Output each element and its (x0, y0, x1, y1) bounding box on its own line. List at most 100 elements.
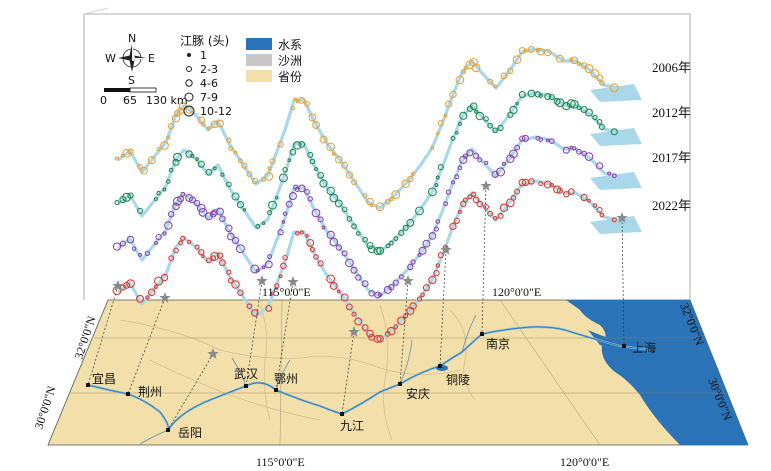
porpoise-marker (340, 293, 349, 302)
porpoise-marker (449, 222, 457, 231)
porpoise-marker (287, 158, 292, 163)
compass-w: W (105, 52, 116, 65)
porpoise-marker (570, 56, 579, 65)
porpoise-marker (377, 292, 383, 297)
porpoise-marker (471, 63, 481, 73)
porpoise-marker (401, 179, 410, 189)
porpoise-marker (545, 138, 550, 143)
drop-line (399, 280, 409, 385)
porpoise-marker (172, 202, 180, 211)
year-label: 2022年 (652, 198, 691, 213)
porpoise-marker (178, 240, 184, 246)
porpoise-marker (527, 46, 535, 53)
porpoise-marker (562, 102, 571, 111)
river-track (117, 135, 631, 298)
porpoise-marker (335, 244, 342, 251)
porpoise-marker (282, 254, 288, 261)
porpoise-marker (543, 48, 552, 57)
porpoise-marker (298, 141, 306, 148)
porpoise-marker (162, 187, 167, 192)
porpoise-marker (180, 235, 186, 241)
porpoise-marker (233, 150, 238, 155)
porpoise-marker (435, 175, 440, 180)
porpoise-marker (391, 190, 401, 200)
porpoise-marker (576, 148, 582, 155)
porpoise-marker (226, 137, 232, 143)
drop-line (341, 331, 355, 415)
porpoise-marker (277, 229, 284, 236)
porpoise-marker (373, 335, 382, 343)
porpoise-marker (467, 194, 473, 200)
porpoise-marker (373, 246, 382, 256)
porpoise-marker (237, 289, 244, 296)
porpoise-marker (345, 303, 353, 311)
porpoise-marker (307, 196, 313, 202)
porpoise-marker (457, 121, 463, 127)
porpoise-marker (311, 208, 321, 218)
porpoise-marker (610, 128, 618, 136)
porpoise-marker (510, 195, 517, 201)
porpoise-marker (445, 100, 453, 108)
porpoise-marker (242, 208, 247, 212)
porpoise-marker (434, 183, 439, 188)
porpoise-marker (587, 198, 591, 203)
porpoise-marker (255, 223, 261, 229)
porpoise-marker (126, 279, 135, 288)
porpoise-marker (168, 167, 174, 173)
legend-size-symbol (186, 66, 192, 72)
porpoise-marker (509, 149, 518, 159)
porpoise-marker (514, 188, 521, 195)
city-dot (398, 382, 402, 386)
porpoise-marker (576, 105, 582, 111)
porpoise-marker (553, 97, 561, 105)
porpoise-marker (218, 259, 226, 267)
porpoise-marker (280, 262, 287, 270)
porpoise-marker (154, 276, 164, 286)
porpoise-marker (538, 93, 543, 98)
east-sea (566, 300, 748, 445)
porpoise-marker (572, 146, 577, 151)
porpoise-marker (362, 193, 368, 199)
porpoise-marker (388, 240, 394, 246)
porpoise-marker (472, 196, 480, 204)
porpoise-marker (538, 181, 544, 187)
porpoise-marker (153, 240, 158, 246)
porpoise-marker (469, 102, 478, 111)
porpoise-marker (544, 93, 552, 100)
porpoise-marker (397, 316, 406, 326)
porpoise-marker (472, 152, 480, 159)
porpoise-marker (131, 246, 137, 251)
legend-swatch (246, 38, 272, 50)
porpoise-marker (592, 203, 598, 208)
porpoise-marker (127, 148, 134, 155)
city-dot (480, 332, 484, 336)
year-label: 2017年 (652, 150, 691, 165)
city-dot (86, 383, 90, 387)
porpoise-marker (548, 138, 555, 144)
estuary-track (590, 216, 642, 234)
legend-size-label: 1 (200, 49, 207, 62)
porpoise-marker (112, 242, 122, 251)
scale-label-130: 130 km (146, 94, 188, 107)
porpoise-marker (278, 173, 288, 183)
estuary-track (590, 172, 642, 190)
porpoise-marker (237, 158, 243, 164)
porpoise-marker (295, 231, 300, 236)
porpoise-marker (609, 83, 619, 93)
porpoise-marker (168, 255, 175, 262)
porpoise-marker (156, 146, 161, 152)
porpoise-marker (555, 54, 564, 63)
porpoise-marker (145, 295, 150, 300)
porpoise-marker (317, 171, 325, 179)
city-star (112, 280, 124, 291)
porpoise-marker (389, 196, 394, 202)
porpoise-marker (495, 167, 506, 177)
porpoise-marker (585, 108, 593, 117)
porpoise-marker (553, 185, 562, 194)
porpoise-marker (231, 280, 240, 289)
porpoise-marker (200, 122, 206, 127)
porpoise-marker (210, 120, 219, 129)
scale-label-65: 65 (123, 94, 137, 107)
year-track-2 (114, 89, 642, 256)
